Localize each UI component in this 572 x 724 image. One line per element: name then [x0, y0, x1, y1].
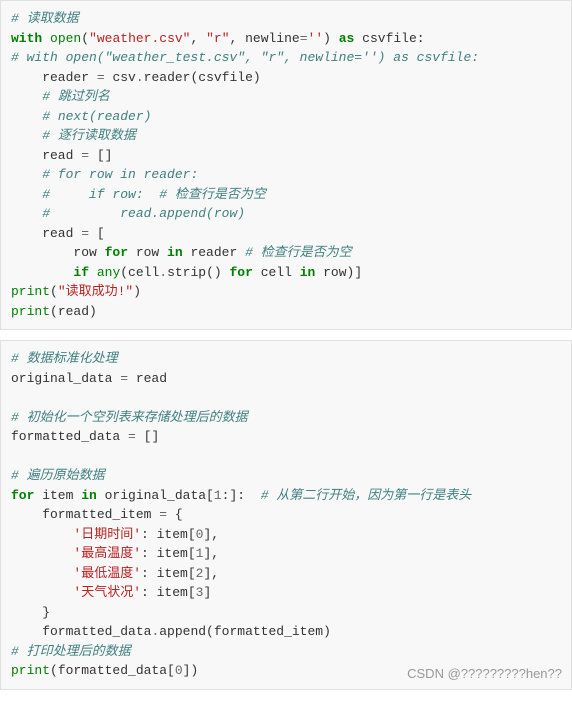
code-line: # 读取数据 — [11, 9, 561, 29]
code-line: print("读取成功!") — [11, 282, 561, 302]
watermark-text: CSDN @?????????hen?? — [407, 664, 562, 684]
code-line: '天气状况': item[3] — [11, 583, 561, 603]
code-line: # 初始化一个空列表来存储处理后的数据 — [11, 408, 561, 428]
code-line: # 数据标准化处理 — [11, 349, 561, 369]
code-line: '最低温度': item[2], — [11, 564, 561, 584]
code-line: # with open("weather_test.csv", "r", new… — [11, 48, 561, 68]
code-line: formatted_data.append(formatted_item) — [11, 622, 561, 642]
code-line: '最高温度': item[1], — [11, 544, 561, 564]
code-line: reader = csv.reader(csvfile) — [11, 68, 561, 88]
code-line: for item in original_data[1:]: # 从第二行开始，… — [11, 486, 561, 506]
code-line: row for row in reader # 检查行是否为空 — [11, 243, 561, 263]
code-line: formatted_data = [] — [11, 427, 561, 447]
code-line: formatted_item = { — [11, 505, 561, 525]
code-line: print(read) — [11, 302, 561, 322]
code-line: # next(reader) — [11, 107, 561, 127]
code-line: # if row: # 检查行是否为空 — [11, 185, 561, 205]
code-line: # read.append(row) — [11, 204, 561, 224]
code-line: read = [] — [11, 146, 561, 166]
code-block-2: # 数据标准化处理original_data = read # 初始化一个空列表… — [0, 340, 572, 690]
code-line: with open("weather.csv", "r", newline=''… — [11, 29, 561, 49]
code-line: # 打印处理后的数据 — [11, 642, 561, 662]
code-line: if any(cell.strip() for cell in row)] — [11, 263, 561, 283]
code-line: original_data = read — [11, 369, 561, 389]
code-line — [11, 447, 561, 467]
code-line — [11, 388, 561, 408]
code-line: } — [11, 603, 561, 623]
code-line: # 跳过列名 — [11, 87, 561, 107]
code-line: '日期时间': item[0], — [11, 525, 561, 545]
code-line: read = [ — [11, 224, 561, 244]
code-line: # 遍历原始数据 — [11, 466, 561, 486]
code-line: # for row in reader: — [11, 165, 561, 185]
code-line: # 逐行读取数据 — [11, 126, 561, 146]
code-block-1: # 读取数据with open("weather.csv", "r", newl… — [0, 0, 572, 330]
